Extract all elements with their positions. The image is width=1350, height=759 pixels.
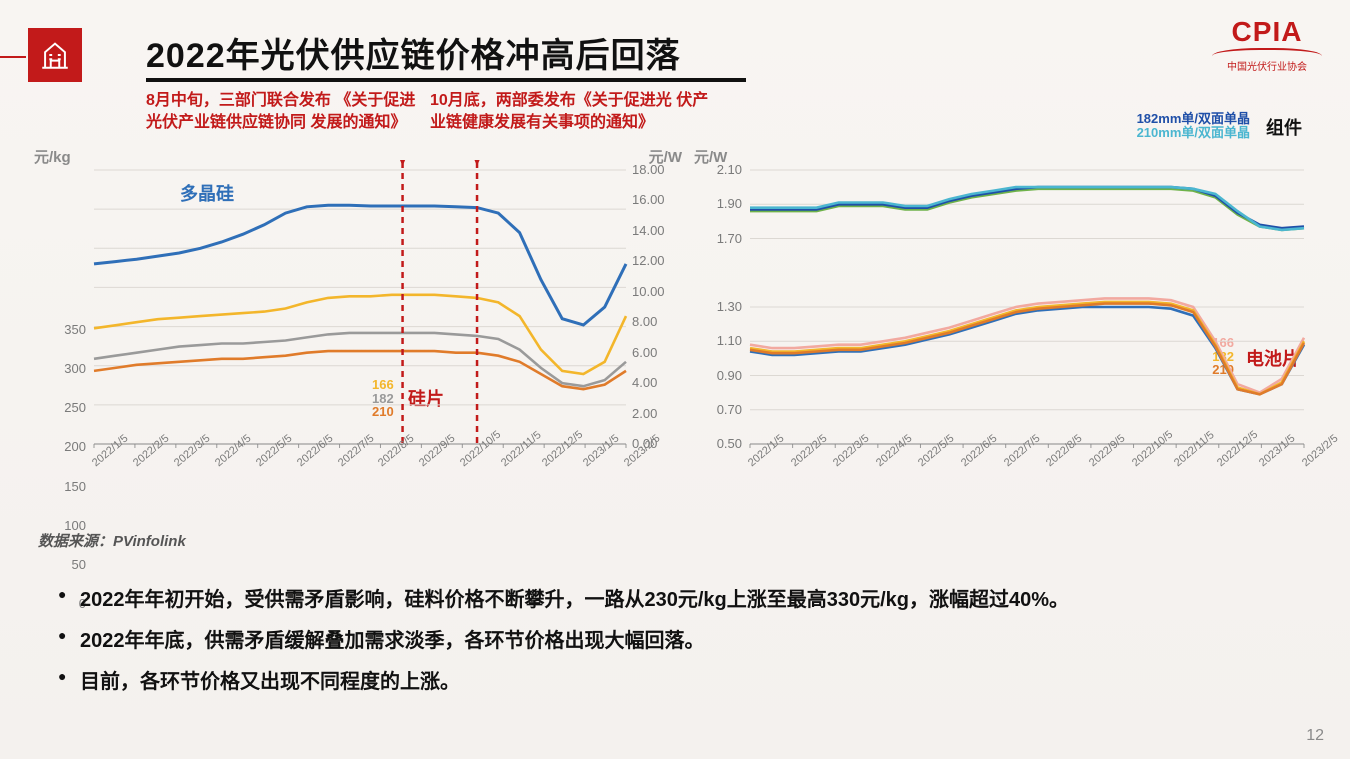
- logo-main: CPIA: [1212, 18, 1322, 46]
- page-title: 2022年光伏供应链价格冲高后回落: [146, 28, 681, 77]
- logo-sub: 中国光伏行业协会: [1212, 58, 1322, 73]
- data-source: 数据来源：PVinfolink: [38, 530, 186, 551]
- module-label: 组件: [1266, 114, 1302, 140]
- annotation-right: 10月底，两部委发布《关于促进光 伏产业链健康发展有关事项的通知》: [430, 90, 710, 133]
- chart-right: 元/W 组件 182mm单/双面单晶 210mm单/双面单晶 电池片 166 1…: [700, 160, 1320, 500]
- logo-arc: [1212, 48, 1322, 56]
- chart-left: 元/kg 元/W 多晶硅 硅片 166 182 210 050100150200…: [40, 160, 680, 500]
- title-underline: [146, 78, 746, 82]
- bullet-1: 2022年年初开始，受供需矛盾影响，硅料价格不断攀升，一路从230元/kg上涨至…: [58, 580, 1292, 621]
- building-icon: [38, 38, 72, 72]
- page-number: 12: [1306, 727, 1324, 745]
- slide: 2022年光伏供应链价格冲高后回落 CPIA 中国光伏行业协会 8月中旬，三部门…: [0, 0, 1350, 759]
- header-icon-box: [28, 28, 82, 82]
- annotation-left: 8月中旬，三部门联合发布 《关于促进光伏产业链供应链协同 发展的通知》: [146, 90, 426, 133]
- accent-line: [0, 56, 26, 58]
- bullet-2: 2022年年底，供需矛盾缓解叠加需求淡季，各环节价格出现大幅回落。: [58, 621, 1292, 662]
- logo: CPIA 中国光伏行业协会: [1212, 18, 1322, 73]
- module-legend: 182mm单/双面单晶 210mm单/双面单晶: [1137, 112, 1250, 139]
- bullet-3: 目前，各环节价格又出现不同程度的上涨。: [58, 662, 1292, 703]
- bullet-list: 2022年年初开始，受供需矛盾影响，硅料价格不断攀升，一路从230元/kg上涨至…: [58, 580, 1292, 703]
